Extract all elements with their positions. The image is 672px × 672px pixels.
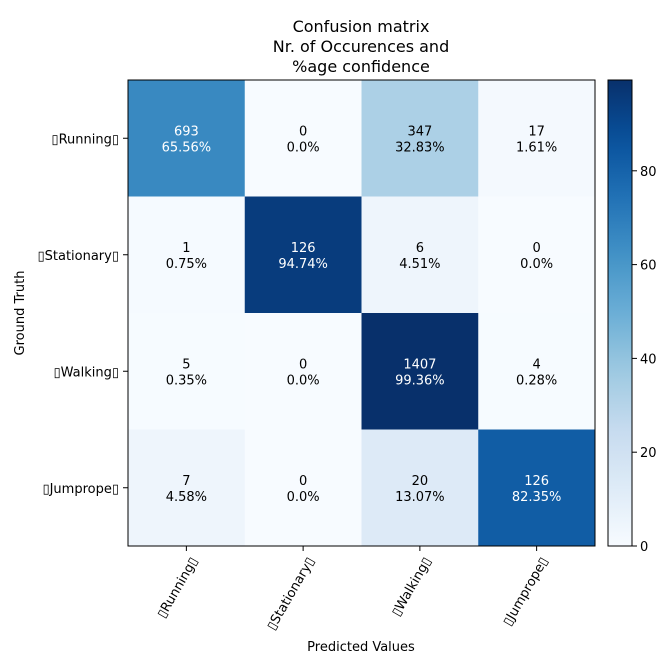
colorbar-tick-label: 40 — [640, 352, 657, 367]
y-axis-ticks: ▯Running▯ ▯Stationary▯ ▯Walking▯ ▯Jumprope▯ — [37, 132, 128, 497]
cell-count-label: 347 — [407, 124, 432, 139]
heatmap-cell — [478, 429, 596, 547]
heatmap-cell — [128, 429, 246, 547]
colorbar-tick-label: 20 — [640, 446, 657, 461]
cell-percent-label: 4.58% — [166, 490, 207, 505]
cell-percent-label: 32.83% — [395, 140, 445, 155]
heatmap-cell — [244, 313, 362, 430]
colorbar-tick-label: 60 — [640, 259, 657, 274]
heatmap-cell — [361, 80, 479, 197]
cell-count-label: 0 — [299, 124, 307, 139]
heatmap-cell — [361, 196, 479, 314]
cell-count-label: 7 — [182, 474, 190, 489]
cell-percent-label: 0.28% — [516, 373, 557, 388]
cell-percent-label: 13.07% — [395, 490, 445, 505]
x-tick-label: ▯Stationary▯ — [264, 555, 318, 633]
cell-count-label: 5 — [182, 357, 190, 372]
chart-title-line: Confusion matrix — [293, 17, 430, 36]
cell-percent-label: 0.35% — [166, 373, 207, 388]
cell-count-label: 0 — [299, 474, 307, 489]
cell-percent-label: 94.74% — [278, 257, 328, 272]
cell-percent-label: 0.75% — [166, 257, 207, 272]
cell-count-label: 6 — [416, 241, 424, 256]
y-tick-label: ▯Running▯ — [51, 132, 119, 147]
cell-count-label: 4 — [532, 357, 540, 372]
colorbar-tick-label: 0 — [640, 540, 648, 555]
heatmap-cell — [478, 313, 596, 430]
heatmap-cell-labels: 69365.56%00.0%34732.83%171.61%10.75%1269… — [162, 124, 562, 505]
colorbar-gradient — [607, 79, 633, 547]
cell-count-label: 17 — [528, 124, 545, 139]
heatmap-cells — [128, 80, 596, 547]
cell-count-label: 0 — [532, 241, 540, 256]
x-axis-ticks: ▯Running▯ ▯Stationary▯ ▯Walking▯ ▯Jumprope▯ — [155, 546, 552, 633]
heatmap-cell — [128, 313, 246, 430]
plot-frame — [127, 79, 596, 547]
cell-count-label: 693 — [174, 124, 199, 139]
chart-title-line: Nr. of Occurences and — [273, 37, 449, 56]
x-tick-label: ▯Walking▯ — [389, 555, 435, 619]
cell-percent-label: 0.0% — [287, 140, 320, 155]
y-axis-label: Ground Truth — [13, 271, 28, 356]
heatmap-cell — [128, 80, 246, 197]
cell-count-label: 126 — [524, 474, 549, 489]
cell-percent-label: 4.51% — [399, 257, 440, 272]
heatmap-cell — [361, 429, 479, 547]
y-tick-label: ▯Walking▯ — [53, 365, 119, 380]
colorbar: 0 20 40 60 80 — [607, 79, 657, 555]
cell-percent-label: 99.36% — [395, 373, 445, 388]
heatmap-cell — [244, 429, 362, 547]
x-axis-label: Predicted Values — [307, 640, 415, 655]
y-tick-label: ▯Stationary▯ — [37, 249, 119, 264]
heatmap-cell — [244, 196, 362, 314]
x-tick-label: ▯Running▯ — [155, 555, 202, 621]
colorbar-tick-label: 80 — [640, 165, 657, 180]
y-tick-label: ▯Jumprope▯ — [42, 482, 119, 497]
chart-title-line: %age confidence — [292, 57, 430, 76]
cell-percent-label: 0.0% — [520, 257, 553, 272]
heatmap-cell — [244, 80, 362, 197]
cell-percent-label: 1.61% — [516, 140, 557, 155]
heatmap-cell — [128, 196, 246, 314]
cell-count-label: 0 — [299, 357, 307, 372]
heatmap-cell — [478, 196, 596, 314]
cell-count-label: 20 — [412, 474, 429, 489]
cell-percent-label: 0.0% — [287, 373, 320, 388]
heatmap-cell — [478, 80, 596, 197]
cell-count-label: 1 — [182, 241, 190, 256]
heatmap-cell — [361, 313, 479, 430]
cell-count-label: 126 — [291, 241, 316, 256]
cell-percent-label: 82.35% — [512, 490, 562, 505]
x-tick-label: ▯Jumprope▯ — [500, 555, 551, 629]
cell-percent-label: 0.0% — [287, 490, 320, 505]
cell-count-label: 1407 — [403, 357, 436, 372]
cell-percent-label: 65.56% — [162, 140, 212, 155]
